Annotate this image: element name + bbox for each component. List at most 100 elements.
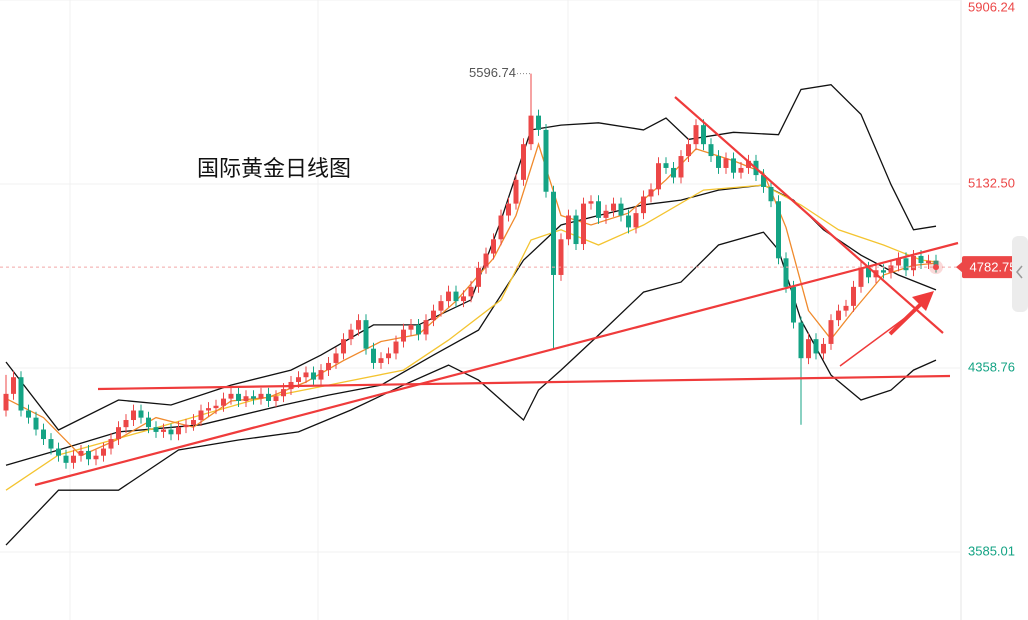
candle-body <box>138 410 144 418</box>
candle-body <box>911 255 916 271</box>
candle-body <box>258 393 264 399</box>
candle-body <box>438 301 444 311</box>
candle-body <box>671 167 676 178</box>
candle-body <box>723 158 729 168</box>
candle-body <box>603 210 609 218</box>
candle-body <box>633 213 639 228</box>
y-tick-label: 4358.76 <box>968 359 1015 374</box>
candle-body <box>3 393 9 411</box>
candle-body <box>86 450 91 460</box>
candle-body <box>678 156 684 178</box>
candle-body <box>483 253 489 268</box>
candle-body <box>213 405 219 409</box>
candle-body <box>168 429 174 435</box>
candle-body <box>558 239 564 275</box>
candle-body <box>243 396 249 401</box>
candle-body <box>776 201 781 259</box>
chart-title: 国际黄金日线图 <box>197 156 351 181</box>
candle-body <box>566 215 571 240</box>
candle-body <box>588 201 594 204</box>
candle-body <box>296 377 301 382</box>
candle-body <box>918 255 924 264</box>
candle-body <box>618 203 624 216</box>
candle-body <box>926 260 931 264</box>
candle-body <box>828 320 834 344</box>
candle-body <box>843 305 849 311</box>
candle-body <box>573 215 579 245</box>
y-tick-label: 5132.50 <box>968 175 1015 190</box>
candle-body <box>33 417 39 430</box>
candle-body <box>273 396 279 401</box>
candle-body <box>903 258 909 271</box>
y-tick-label: 3585.01 <box>968 543 1015 558</box>
last-price-box <box>962 256 1024 279</box>
grid <box>69 0 819 620</box>
side-tab[interactable] <box>1012 236 1028 312</box>
candle-body <box>536 115 541 130</box>
candle-body <box>386 353 391 359</box>
last-price-dot <box>933 264 939 271</box>
candle-body <box>881 270 886 273</box>
candle-body <box>498 215 504 240</box>
y-axis: 5906.24 5132.50 4358.76 3585.01 4782.75 <box>956 0 1024 558</box>
candle-body <box>896 258 901 266</box>
candle-body <box>648 189 654 197</box>
trend-line <box>674 96 944 334</box>
candle-body <box>888 265 894 273</box>
candle-body <box>131 410 136 421</box>
candle-body <box>423 320 429 335</box>
candle-body <box>506 203 511 216</box>
candle-body <box>641 196 646 214</box>
candle-body <box>783 258 789 287</box>
last-price-pointer <box>956 262 962 273</box>
candle-body <box>266 393 271 401</box>
arrow-head <box>912 291 934 311</box>
candle-body <box>416 324 421 335</box>
candle-body <box>686 144 691 157</box>
candle-body <box>468 286 474 297</box>
candle-body <box>71 455 76 463</box>
candle-body <box>738 167 744 173</box>
candle-body <box>348 329 354 340</box>
candle-body <box>18 377 24 411</box>
candle-body <box>191 420 196 425</box>
candle-body <box>206 408 211 411</box>
candle-body <box>228 393 234 399</box>
candle-body <box>251 396 256 399</box>
candle-body <box>813 339 819 354</box>
last-price-label: 4782.75 <box>970 260 1017 275</box>
candle-body <box>408 324 414 330</box>
arrow-shaft <box>888 301 924 336</box>
candle-body <box>281 389 286 397</box>
candle-body <box>543 129 549 192</box>
candle-body <box>858 267 864 287</box>
candle-body <box>123 420 129 428</box>
candle-body <box>236 393 241 401</box>
candle-body <box>401 329 406 342</box>
candle-body <box>48 439 54 449</box>
candle-body <box>836 310 841 321</box>
candle-body <box>93 455 99 460</box>
candle-body <box>56 448 61 456</box>
candle-body <box>693 125 699 145</box>
candle-body <box>356 320 361 330</box>
trend-line <box>97 374 951 391</box>
candle-body <box>708 144 714 157</box>
candle-body <box>108 439 114 449</box>
candle-body <box>221 398 226 406</box>
candle-body <box>626 215 631 228</box>
candle-body <box>318 370 324 380</box>
candle-body <box>731 158 736 173</box>
candle-body <box>26 410 31 418</box>
candle-body <box>431 310 436 321</box>
candle-body <box>453 291 459 302</box>
trend-line <box>34 241 959 487</box>
candle-body <box>153 427 159 432</box>
candle-body <box>798 322 804 359</box>
side-tab-icon[interactable] <box>1016 265 1023 279</box>
candle-body <box>303 372 309 378</box>
candle-body <box>933 260 939 268</box>
arrow-shaft <box>839 317 906 367</box>
candle-body <box>513 179 519 204</box>
